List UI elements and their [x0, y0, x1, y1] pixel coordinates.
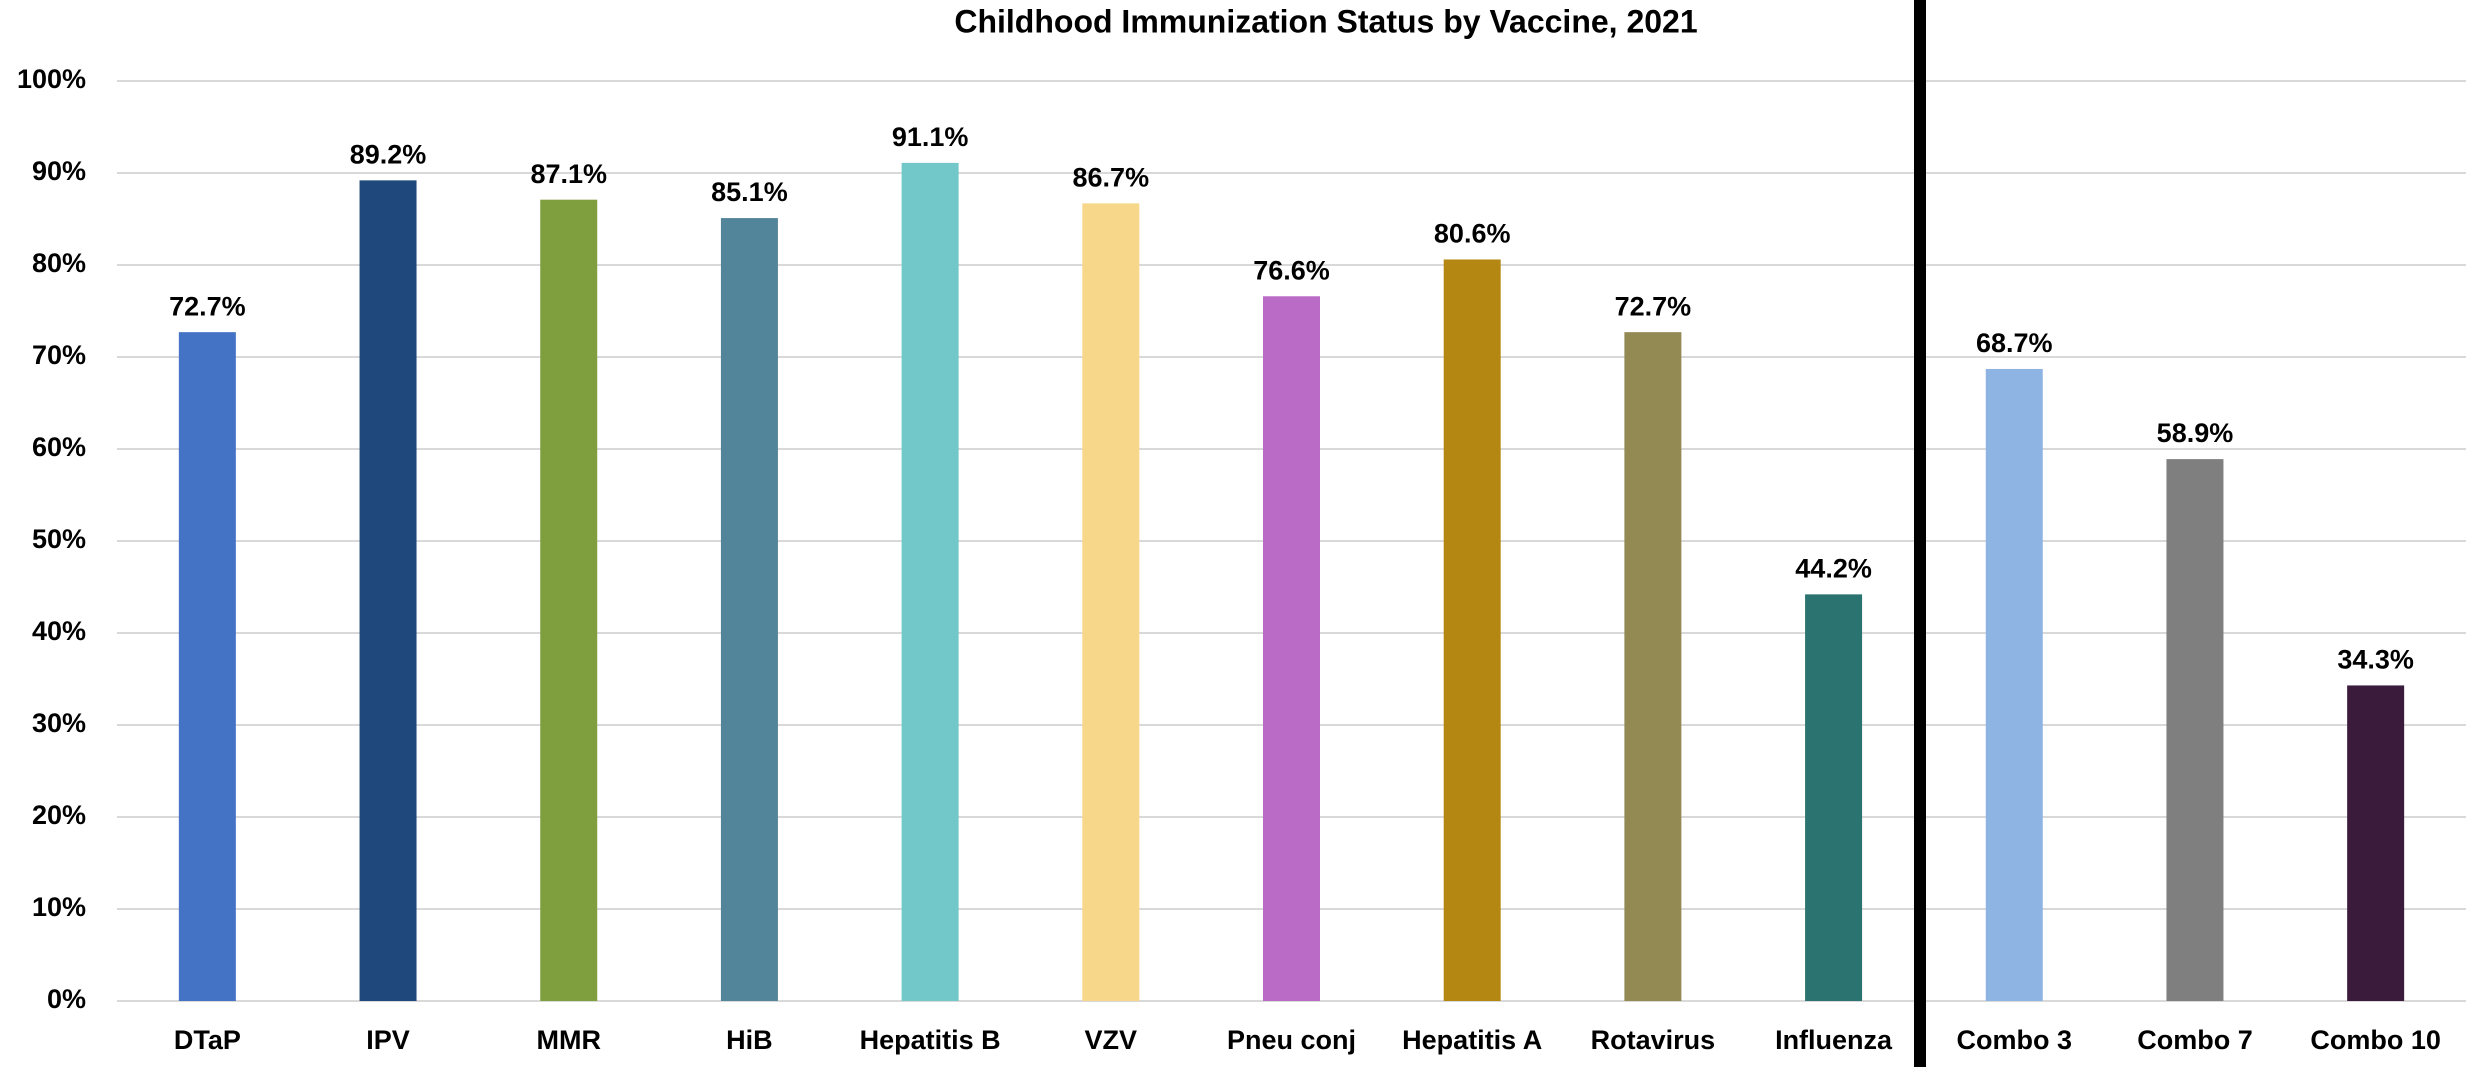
value-label: 76.6% [1253, 255, 1330, 285]
value-label: 86.7% [1073, 162, 1150, 192]
bar [901, 162, 959, 1001]
bar [1985, 368, 2043, 1002]
x-tick-label: Pneu conj [1227, 1025, 1356, 1055]
value-label: 44.2% [1795, 553, 1872, 583]
y-tick-label: 60% [32, 432, 86, 462]
x-tick-label: MMR [536, 1025, 600, 1055]
value-label: 91.1% [892, 122, 969, 152]
x-tick-label: Combo 7 [2137, 1025, 2253, 1055]
x-tick-label: DTaP [174, 1025, 241, 1055]
bar [1082, 203, 1140, 1002]
x-tick-label: Combo 3 [1957, 1025, 2073, 1055]
x-tick-label: IPV [366, 1025, 410, 1055]
x-tick-label: Hepatitis B [860, 1025, 1001, 1055]
bar [1263, 296, 1320, 1001]
y-tick-label: 40% [32, 616, 86, 646]
value-label: 68.7% [1976, 328, 2053, 358]
bar [2166, 459, 2224, 1001]
value-label: 72.7% [169, 291, 246, 321]
value-label: 34.3% [2337, 645, 2414, 675]
bar [1805, 594, 1863, 1001]
y-tick-label: 30% [32, 708, 86, 738]
y-tick-label: 0% [47, 984, 86, 1014]
y-tick-label: 70% [32, 340, 86, 370]
value-label: 87.1% [530, 159, 607, 189]
x-tick-label: Hepatitis A [1402, 1025, 1542, 1055]
bar [720, 218, 778, 1001]
y-tick-label: 80% [32, 248, 86, 278]
x-tick-label: Combo 10 [2310, 1025, 2441, 1055]
x-tick-label: VZV [1085, 1025, 1138, 1055]
chart-title: Childhood Immunization Status by Vaccine… [954, 3, 1697, 39]
y-tick-label: 20% [32, 800, 86, 830]
bar [1624, 332, 1682, 1001]
bar [540, 199, 598, 1001]
bar [2347, 685, 2405, 1001]
y-tick-label: 100% [17, 64, 86, 94]
value-label: 72.7% [1615, 291, 1692, 321]
y-tick-label: 10% [32, 892, 86, 922]
y-tick-label: 50% [32, 524, 86, 554]
y-tick-label: 90% [32, 156, 86, 186]
x-tick-label: Rotavirus [1591, 1025, 1716, 1055]
bar [178, 332, 236, 1001]
x-tick-label: HiB [726, 1025, 773, 1055]
bar [359, 180, 417, 1002]
value-label: 85.1% [711, 177, 788, 207]
separator [1914, 0, 1926, 1067]
value-label: 89.2% [350, 139, 427, 169]
value-label: 80.6% [1434, 219, 1511, 249]
value-label: 58.9% [2157, 418, 2234, 448]
bar [1443, 259, 1501, 1002]
x-tick-label: Influenza [1775, 1025, 1893, 1055]
